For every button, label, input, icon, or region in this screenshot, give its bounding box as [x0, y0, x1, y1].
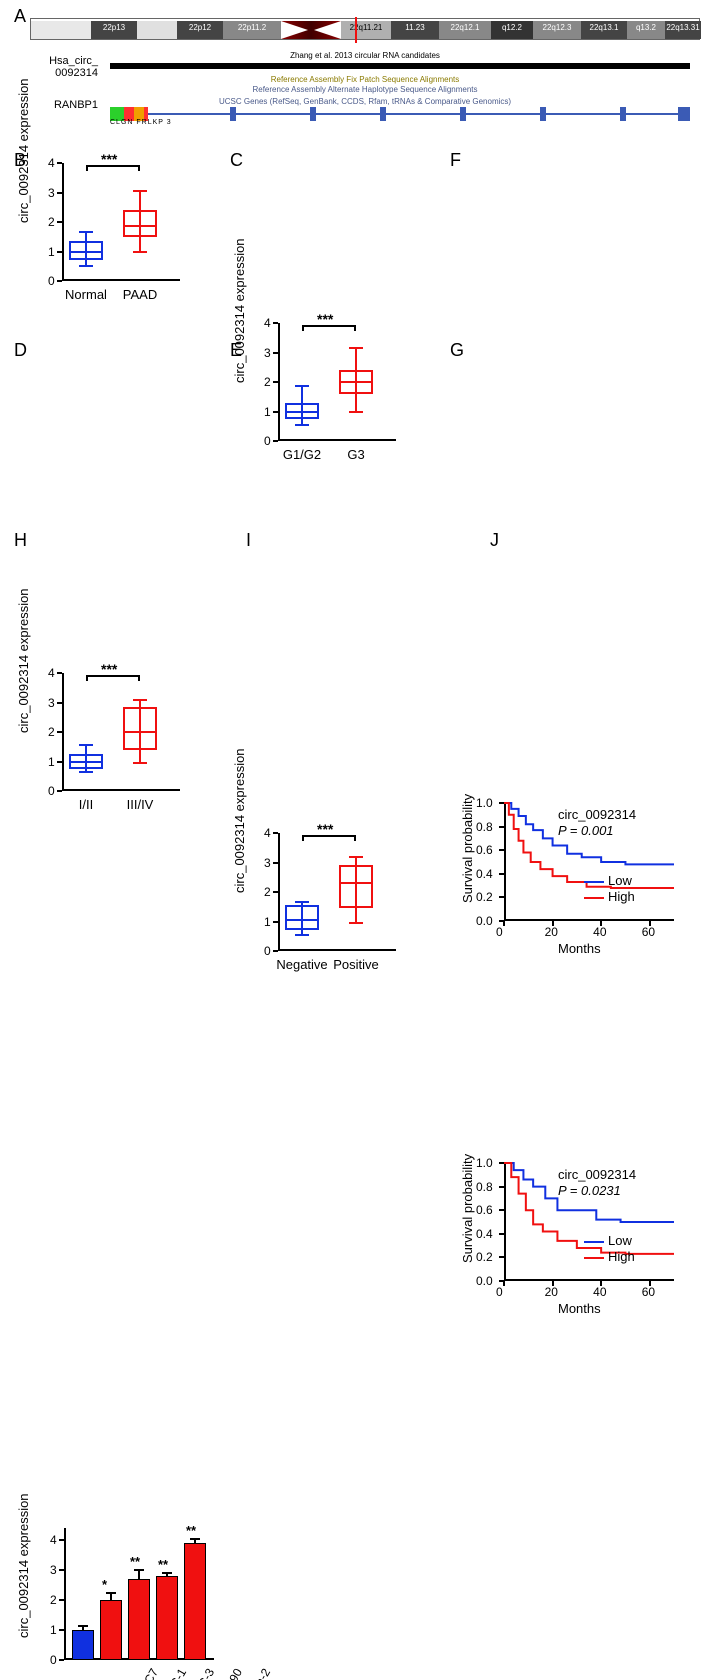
panel-label-a: A	[14, 6, 26, 27]
panel-d-boxplot: circ_0092314 expression01234I/IIIII/IV**…	[20, 665, 190, 825]
panel-b-boxplot: circ_0092314 expression01234NormalPAAD**…	[20, 155, 190, 315]
panel-label-j: J	[490, 530, 499, 551]
circrna-track-bar	[110, 63, 690, 69]
panel-label-i: I	[246, 530, 251, 551]
caption-refassy-a: Reference Assembly Fix Patch Sequence Al…	[30, 75, 700, 84]
ideogram-body: chr22 (q11.21) 22p1322p1222p11.222q11.21…	[30, 18, 700, 40]
panel-h-barchart: circ_0092314 expression01234HPDE6-C7*AsP…	[20, 1520, 230, 1680]
ranbp1-intron-line	[110, 113, 690, 115]
caption-ucsc: UCSC Genes (RefSeq, GenBank, CCDS, Rfam,…	[30, 97, 700, 106]
caption-zhang: Zhang et al. 2013 circular RNA candidate…	[30, 51, 700, 60]
panel-f-survival: Survival probability0.00.20.40.60.81.002…	[458, 795, 688, 965]
exon-letters: CLGN FRLKP 3	[110, 119, 172, 126]
ideogram-marker	[355, 17, 357, 43]
panel-label-d: D	[14, 340, 27, 361]
panel-c-boxplot: circ_0092314 expression01234G1/G2G3***	[236, 315, 406, 475]
panel-label-c: C	[230, 150, 243, 171]
caption-refassy-b: Reference Assembly Alternate Haplotype S…	[30, 85, 700, 94]
panel-label-g: G	[450, 340, 464, 361]
panel-label-e: E	[230, 340, 242, 361]
panel-label-f: F	[450, 150, 461, 171]
panel-e-boxplot: circ_0092314 expression01234NegativePosi…	[236, 825, 406, 985]
panel-g-survival: Survival probability0.00.20.40.60.81.002…	[458, 1155, 688, 1325]
panel-label-h: H	[14, 530, 27, 551]
